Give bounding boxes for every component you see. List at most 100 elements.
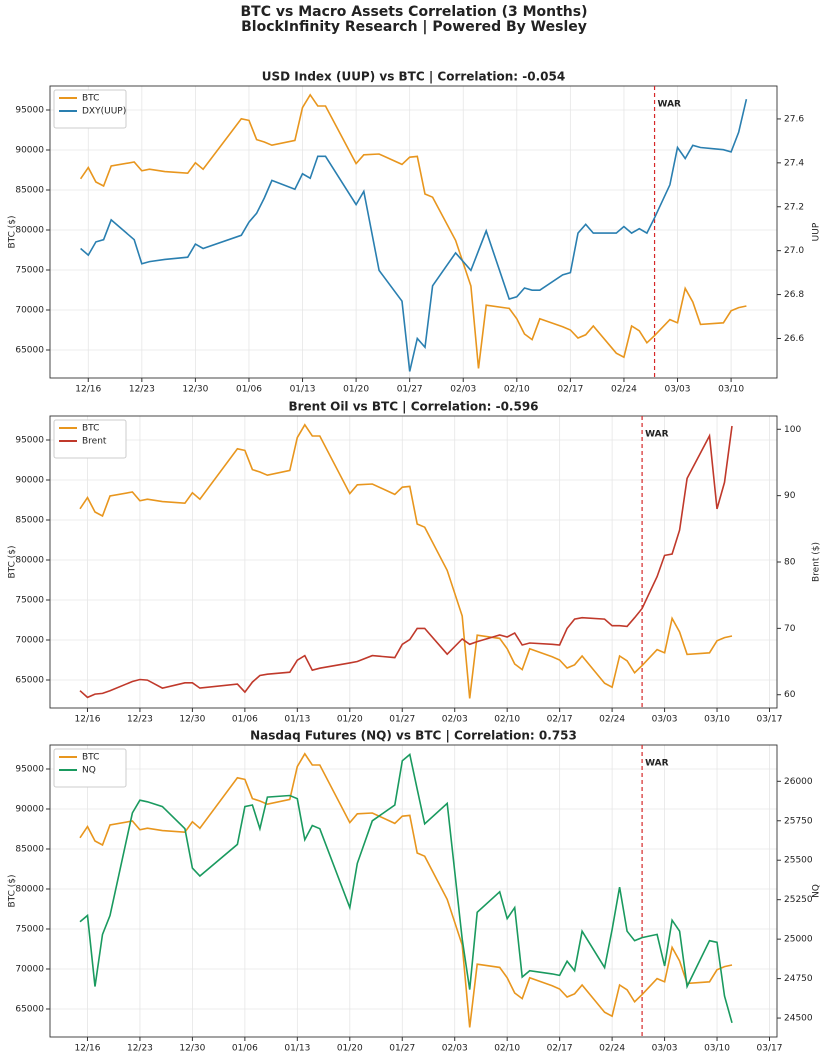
x-tick-label: 12/16 bbox=[75, 385, 101, 395]
y2-tick-label: 26.8 bbox=[784, 290, 804, 300]
y2-tick-label: 27.6 bbox=[784, 114, 804, 124]
x-tick-label: 03/10 bbox=[704, 1044, 730, 1054]
legend-label: BTC bbox=[82, 753, 99, 763]
y-tick-label: 85000 bbox=[15, 516, 44, 526]
y2-tick-label: 80 bbox=[784, 558, 796, 568]
y-tick-label: 80000 bbox=[15, 885, 44, 895]
y-tick-label: 85000 bbox=[15, 186, 44, 196]
y2-tick-label: 25500 bbox=[784, 856, 813, 866]
chart-title: USD Index (UUP) vs BTC | Correlation: -0… bbox=[262, 70, 565, 84]
y-tick-label: 95000 bbox=[15, 436, 44, 446]
legend-label: BTC bbox=[82, 94, 99, 104]
x-tick-label: 01/13 bbox=[284, 1044, 310, 1054]
series-line bbox=[79, 423, 733, 699]
x-tick-label: 01/13 bbox=[290, 385, 316, 395]
x-tick-label: 01/06 bbox=[232, 715, 258, 725]
y2-tick-label: 25750 bbox=[784, 816, 813, 826]
x-tick-label: 03/17 bbox=[757, 1044, 783, 1054]
x-tick-label: 12/30 bbox=[182, 385, 208, 395]
y-tick-label: 65000 bbox=[15, 346, 44, 356]
x-tick-label: 02/10 bbox=[494, 1044, 520, 1054]
y-tick-label: 95000 bbox=[15, 106, 44, 116]
y2-axis-label: NQ bbox=[812, 884, 822, 898]
x-tick-label: 01/06 bbox=[232, 1044, 258, 1054]
x-tick-label: 02/03 bbox=[450, 385, 476, 395]
y2-tick-label: 70 bbox=[784, 624, 796, 634]
y-tick-label: 65000 bbox=[15, 1005, 44, 1015]
x-tick-label: 02/24 bbox=[599, 715, 625, 725]
x-tick-label: 12/23 bbox=[129, 385, 155, 395]
y2-tick-label: 100 bbox=[784, 425, 801, 435]
x-tick-label: 01/20 bbox=[337, 715, 363, 725]
y-tick-label: 75000 bbox=[15, 266, 44, 276]
y-tick-label: 80000 bbox=[15, 226, 44, 236]
figure-title: BTC vs Macro Assets Correlation (3 Month… bbox=[241, 4, 588, 20]
x-tick-label: 03/03 bbox=[652, 1044, 678, 1054]
legend: BTC NQ bbox=[53, 748, 127, 788]
y-tick-label: 85000 bbox=[15, 845, 44, 855]
x-tick-label: 02/24 bbox=[599, 1044, 625, 1054]
y2-axis-label: Brent ($) bbox=[812, 542, 822, 582]
figure-subtitle: BlockInfinity Research | Powered By Wesl… bbox=[241, 19, 587, 35]
y-tick-label: 70000 bbox=[15, 965, 44, 975]
legend-label: NQ bbox=[82, 766, 96, 776]
y2-tick-label: 24500 bbox=[784, 1014, 813, 1024]
y-tick-label: 75000 bbox=[15, 925, 44, 935]
x-tick-label: 01/20 bbox=[337, 1044, 363, 1054]
y2-tick-label: 25250 bbox=[784, 895, 813, 905]
x-tick-label: 12/16 bbox=[75, 715, 101, 725]
x-tick-label: 03/03 bbox=[665, 385, 691, 395]
y-axis-label: BTC ($) bbox=[8, 874, 18, 907]
y2-tick-label: 27.4 bbox=[784, 158, 804, 168]
y-tick-label: 70000 bbox=[15, 636, 44, 646]
event-label: WAR bbox=[645, 430, 668, 440]
event-label: WAR bbox=[658, 100, 681, 110]
y2-tick-label: 27.2 bbox=[784, 202, 804, 212]
x-tick-label: 02/17 bbox=[547, 715, 573, 725]
y2-tick-label: 25000 bbox=[784, 935, 813, 945]
x-tick-label: 03/10 bbox=[704, 715, 730, 725]
y-axis-label: BTC ($) bbox=[8, 545, 18, 578]
series-line bbox=[80, 99, 748, 372]
x-tick-label: 02/03 bbox=[442, 1044, 468, 1054]
x-tick-label: 01/27 bbox=[389, 1044, 415, 1054]
y-tick-label: 70000 bbox=[15, 306, 44, 316]
legend-label: BTC bbox=[82, 424, 99, 434]
legend-label: Brent bbox=[82, 437, 107, 447]
y-axis-label: BTC ($) bbox=[8, 215, 18, 248]
y-tick-label: 80000 bbox=[15, 556, 44, 566]
legend: BTC DXY(UUP) bbox=[53, 89, 127, 129]
x-tick-label: 02/10 bbox=[504, 385, 530, 395]
x-tick-label: 01/06 bbox=[236, 385, 262, 395]
series-line bbox=[79, 425, 733, 699]
series-line bbox=[79, 93, 747, 369]
x-tick-label: 01/20 bbox=[343, 385, 369, 395]
x-tick-label: 12/23 bbox=[127, 1044, 153, 1054]
legend-label: DXY(UUP) bbox=[82, 107, 126, 117]
x-tick-label: 03/10 bbox=[718, 385, 744, 395]
x-tick-label: 12/30 bbox=[179, 715, 205, 725]
y2-tick-label: 90 bbox=[784, 491, 796, 501]
y2-tick-label: 27.0 bbox=[784, 246, 804, 256]
x-tick-label: 02/17 bbox=[547, 1044, 573, 1054]
y2-axis-label: UUP bbox=[812, 222, 822, 241]
plot-frame bbox=[49, 85, 778, 379]
x-tick-label: 02/03 bbox=[442, 715, 468, 725]
plot-frame bbox=[49, 744, 778, 1038]
x-tick-label: 02/10 bbox=[494, 715, 520, 725]
y2-tick-label: 60 bbox=[784, 690, 796, 700]
x-tick-label: 01/27 bbox=[389, 715, 415, 725]
legend-box bbox=[53, 89, 127, 129]
y-tick-label: 95000 bbox=[15, 765, 44, 775]
x-tick-label: 01/27 bbox=[397, 385, 423, 395]
y2-tick-label: 26000 bbox=[784, 777, 813, 787]
y-tick-label: 90000 bbox=[15, 146, 44, 156]
x-tick-label: 12/16 bbox=[75, 1044, 101, 1054]
x-tick-label: 02/24 bbox=[611, 385, 637, 395]
series-line bbox=[79, 753, 733, 1024]
x-tick-label: 12/23 bbox=[127, 715, 153, 725]
y-tick-label: 90000 bbox=[15, 476, 44, 486]
y-tick-label: 90000 bbox=[15, 805, 44, 815]
event-label: WAR bbox=[645, 759, 668, 769]
